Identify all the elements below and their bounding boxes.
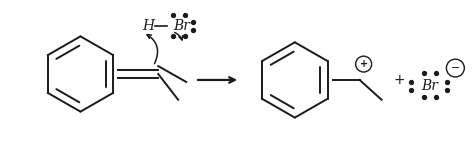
Text: Br: Br [173,19,190,33]
FancyArrowPatch shape [175,32,182,40]
Text: −: − [451,63,460,73]
Text: +: + [360,59,368,69]
Text: Br: Br [421,79,438,93]
FancyArrowPatch shape [147,35,157,64]
Text: H: H [142,19,155,33]
Text: +: + [394,73,405,87]
